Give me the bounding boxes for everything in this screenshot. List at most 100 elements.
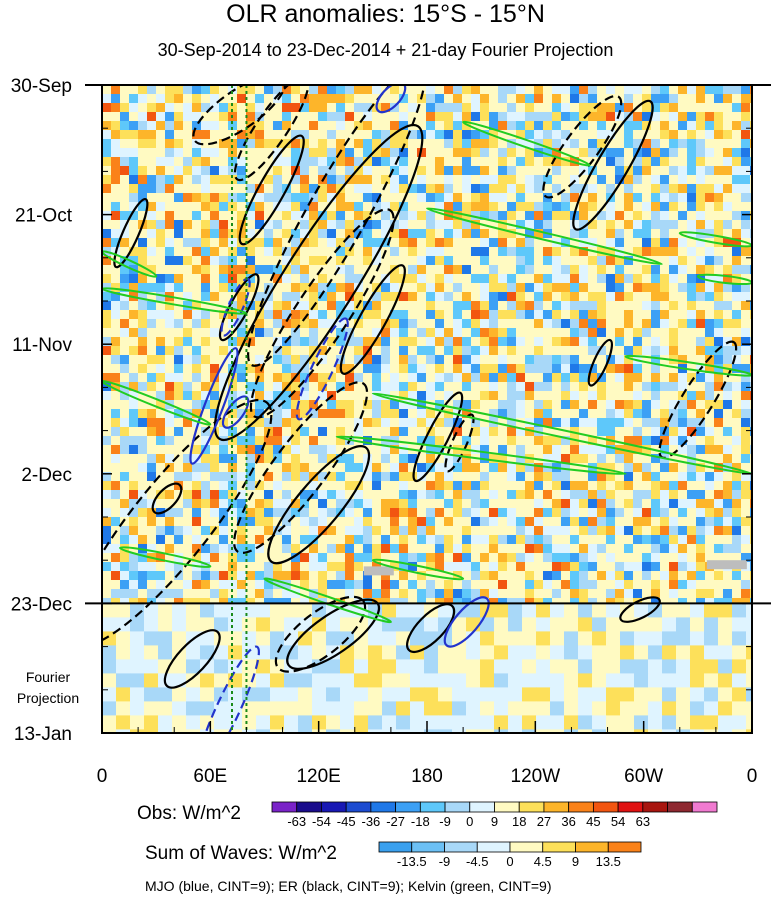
field-cell	[687, 184, 697, 194]
field-cell	[669, 373, 679, 383]
field-cell	[201, 85, 211, 95]
projection-cell	[228, 631, 243, 646]
field-cell	[669, 220, 679, 230]
field-cell	[516, 256, 526, 266]
projection-cell	[648, 715, 663, 730]
field-cell	[273, 571, 283, 581]
field-cell	[129, 454, 139, 464]
field-cell	[633, 328, 643, 338]
field-cell	[615, 130, 625, 140]
field-cell	[138, 373, 148, 383]
field-cell	[561, 328, 571, 338]
field-cell	[633, 463, 643, 473]
field-cell	[381, 490, 391, 500]
field-cell	[282, 193, 292, 203]
field-cell	[516, 544, 526, 554]
waves-colorbar-swatch	[607, 841, 642, 853]
field-cell	[354, 202, 364, 212]
field-cell	[678, 193, 688, 203]
field-cell	[678, 247, 688, 257]
field-cell	[372, 247, 382, 257]
field-cell	[300, 463, 310, 473]
field-cell	[462, 463, 472, 473]
field-cell	[588, 589, 598, 599]
field-cell	[300, 328, 310, 338]
field-cell	[588, 553, 598, 563]
field-cell	[741, 400, 751, 410]
field-cell	[291, 553, 301, 563]
field-cell	[588, 220, 598, 230]
field-cell	[444, 427, 454, 437]
projection-cell	[522, 645, 537, 660]
field-cell	[417, 418, 427, 428]
field-cell	[336, 130, 346, 140]
field-cell	[453, 211, 463, 221]
field-cell	[246, 310, 256, 320]
field-cell	[174, 112, 184, 122]
field-cell	[543, 436, 553, 446]
waves-colorbar-level-label: -9	[439, 854, 451, 869]
field-cell	[327, 544, 337, 554]
field-cell	[354, 499, 364, 509]
field-cell	[291, 427, 301, 437]
field-cell	[147, 418, 157, 428]
field-cell	[723, 580, 733, 590]
field-cell	[570, 193, 580, 203]
field-cell	[435, 283, 445, 293]
field-cell	[471, 562, 481, 572]
projection-cell	[620, 701, 635, 716]
field-cell	[192, 481, 202, 491]
field-cell	[219, 364, 229, 374]
field-cell	[408, 526, 418, 536]
field-cell	[300, 283, 310, 293]
field-cell	[408, 319, 418, 329]
field-cell	[282, 85, 292, 95]
field-cell	[354, 346, 364, 356]
field-cell	[102, 553, 112, 563]
field-cell	[723, 418, 733, 428]
field-cell	[363, 391, 373, 401]
field-cell	[246, 94, 256, 104]
field-cell	[399, 121, 409, 131]
field-cell	[471, 409, 481, 419]
field-cell	[102, 436, 112, 446]
field-cell	[300, 364, 310, 374]
field-cell	[588, 319, 598, 329]
field-cell	[282, 562, 292, 572]
field-cell	[318, 247, 328, 257]
field-cell	[237, 445, 247, 455]
field-cell	[210, 553, 220, 563]
field-cell	[408, 517, 418, 527]
field-cell	[561, 148, 571, 158]
projection-cell	[606, 603, 621, 618]
field-cell	[390, 589, 400, 599]
field-cell	[642, 490, 652, 500]
field-cell	[579, 85, 589, 95]
field-cell	[705, 211, 715, 221]
field-cell	[399, 310, 409, 320]
field-cell	[687, 292, 697, 302]
field-cell	[489, 463, 499, 473]
field-cell	[120, 391, 130, 401]
projection-cell	[564, 645, 579, 660]
field-cell	[507, 202, 517, 212]
field-cell	[291, 184, 301, 194]
field-cell	[318, 184, 328, 194]
field-cell	[579, 391, 589, 401]
field-cell	[138, 346, 148, 356]
field-cell	[273, 292, 283, 302]
field-cell	[183, 337, 193, 347]
field-cell	[102, 445, 112, 455]
field-cell	[489, 292, 499, 302]
field-cell	[444, 85, 454, 95]
field-cell	[426, 355, 436, 365]
field-cell	[120, 247, 130, 257]
field-cell	[525, 112, 535, 122]
projection-cell	[228, 603, 243, 618]
field-cell	[381, 148, 391, 158]
field-cell	[381, 382, 391, 392]
field-cell	[471, 580, 481, 590]
projection-cell	[508, 645, 523, 660]
field-cell	[426, 526, 436, 536]
field-cell	[552, 346, 562, 356]
